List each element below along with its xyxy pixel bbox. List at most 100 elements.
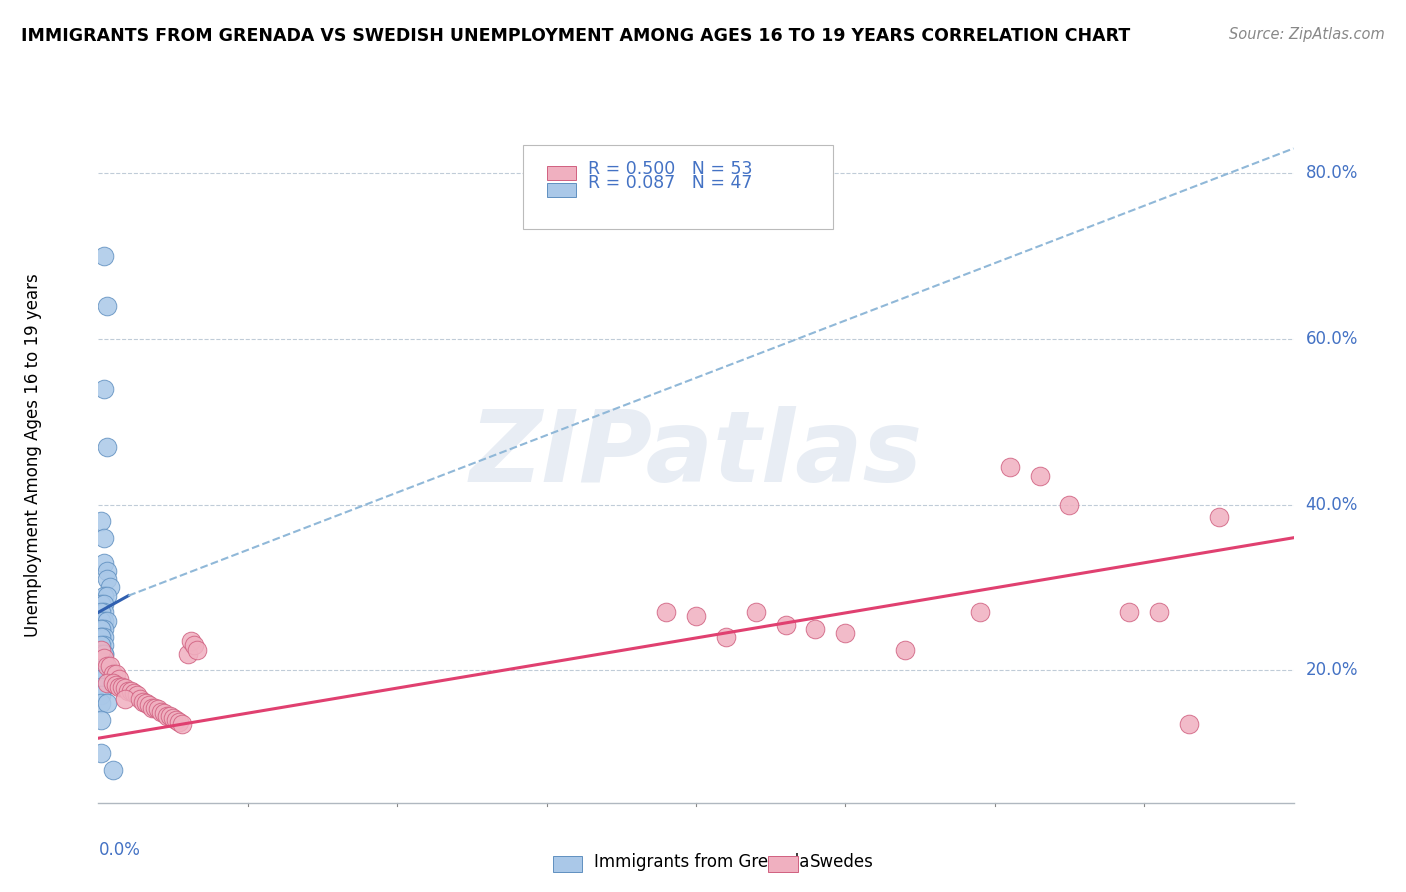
Point [745, 605, 768, 619]
Point [93, 672, 115, 686]
Point [90, 680, 112, 694]
Point [90, 663, 112, 677]
Text: R = 0.500   N = 53: R = 0.500 N = 53 [588, 160, 752, 178]
Point [103, 675, 125, 690]
Point [90, 630, 112, 644]
Point [685, 609, 707, 624]
Point [96, 663, 118, 677]
Point [93, 663, 115, 677]
Point [141, 700, 163, 714]
Point [93, 630, 115, 644]
FancyBboxPatch shape [547, 166, 576, 180]
Point [114, 692, 136, 706]
FancyBboxPatch shape [547, 183, 576, 197]
Point [93, 249, 115, 263]
Point [90, 697, 112, 711]
Text: Swedes: Swedes [810, 853, 873, 871]
Point [894, 642, 917, 657]
Point [129, 692, 152, 706]
Point [172, 717, 194, 731]
Point [183, 639, 205, 653]
Point [96, 697, 118, 711]
Point [93, 605, 115, 619]
Point [165, 713, 187, 727]
Point [117, 684, 139, 698]
Point [714, 630, 737, 644]
Point [124, 686, 146, 700]
Point [93, 614, 115, 628]
Point [135, 697, 157, 711]
Point [93, 639, 115, 653]
Point [90, 647, 112, 661]
Point [90, 622, 112, 636]
Point [90, 622, 112, 636]
Text: 40.0%: 40.0% [1305, 496, 1358, 514]
Point [93, 556, 115, 570]
Point [96, 299, 118, 313]
Point [1178, 717, 1201, 731]
Point [90, 642, 112, 657]
FancyBboxPatch shape [553, 856, 582, 871]
Point [103, 667, 125, 681]
Point [90, 688, 112, 702]
Point [90, 713, 112, 727]
Point [96, 572, 118, 586]
Point [96, 675, 118, 690]
Point [969, 605, 991, 619]
Point [90, 597, 112, 611]
Point [105, 667, 128, 681]
Point [150, 705, 173, 719]
Text: R = 0.087   N = 47: R = 0.087 N = 47 [588, 174, 752, 192]
Text: Immigrants from Grenada: Immigrants from Grenada [595, 853, 810, 871]
Point [143, 700, 166, 714]
Point [998, 460, 1021, 475]
Point [103, 763, 125, 777]
Point [93, 382, 115, 396]
Point [1059, 498, 1081, 512]
Point [111, 680, 134, 694]
Point [96, 614, 118, 628]
Point [1028, 468, 1050, 483]
Point [90, 514, 112, 528]
Point [1147, 605, 1170, 619]
Text: Unemployment Among Ages 16 to 19 years: Unemployment Among Ages 16 to 19 years [24, 273, 42, 637]
Text: IMMIGRANTS FROM GRENADA VS SWEDISH UNEMPLOYMENT AMONG AGES 16 TO 19 YEARS CORREL: IMMIGRANTS FROM GRENADA VS SWEDISH UNEMP… [21, 27, 1130, 45]
Point [98, 659, 122, 673]
Point [108, 672, 131, 686]
Point [93, 647, 115, 661]
Point [96, 589, 118, 603]
Point [775, 617, 797, 632]
Point [93, 597, 115, 611]
Point [1208, 510, 1230, 524]
Point [90, 639, 112, 653]
Text: 80.0%: 80.0% [1305, 164, 1358, 182]
Point [804, 622, 827, 636]
Point [93, 647, 115, 661]
Text: Source: ZipAtlas.com: Source: ZipAtlas.com [1229, 27, 1385, 42]
Text: 20.0%: 20.0% [1305, 661, 1358, 680]
Point [138, 698, 160, 712]
Point [90, 672, 112, 686]
Point [655, 605, 678, 619]
Point [834, 626, 856, 640]
Point [93, 531, 115, 545]
Point [93, 622, 115, 636]
Point [162, 711, 184, 725]
Point [96, 440, 118, 454]
Point [127, 688, 149, 702]
Point [177, 647, 200, 661]
Point [90, 605, 112, 619]
Text: ZIPatlas: ZIPatlas [470, 407, 922, 503]
Point [90, 630, 112, 644]
Point [90, 614, 112, 628]
Point [90, 663, 112, 677]
FancyBboxPatch shape [768, 856, 797, 871]
Text: 60.0%: 60.0% [1305, 330, 1358, 348]
Point [132, 695, 155, 709]
Text: 0.0%: 0.0% [98, 841, 141, 859]
Point [90, 672, 112, 686]
Point [93, 589, 115, 603]
Point [153, 706, 176, 721]
Point [96, 564, 118, 578]
Point [180, 634, 202, 648]
